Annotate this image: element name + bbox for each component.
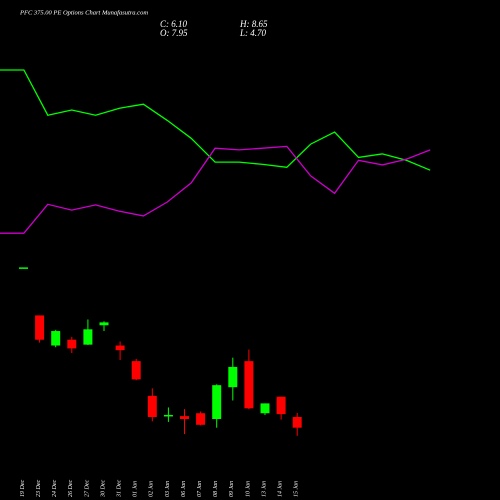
x-tick-label: 31 Dec bbox=[116, 480, 122, 498]
candle-body bbox=[292, 416, 302, 428]
candle-body bbox=[276, 396, 286, 415]
candle-body bbox=[228, 366, 238, 388]
x-tick-label: 06 Jan bbox=[181, 481, 187, 497]
x-tick-label: 13 Jan bbox=[261, 481, 267, 497]
candle-body bbox=[67, 339, 77, 349]
x-tick-label: 14 Jan bbox=[276, 481, 283, 497]
candle-body bbox=[147, 395, 157, 417]
x-tick-label: 01 Jan bbox=[133, 481, 139, 497]
candle-body bbox=[212, 385, 222, 420]
x-tick-label: 26 Dec bbox=[68, 480, 74, 497]
candle-body bbox=[131, 361, 141, 380]
candle-body bbox=[196, 413, 206, 425]
x-tick-label: 07 Jan bbox=[197, 481, 203, 497]
chart-title: PFC 375.00 PE Options Chart Munafasutra.… bbox=[19, 9, 148, 16]
x-tick-label: 27 Dec bbox=[84, 480, 90, 497]
close-label: C: 6.10 bbox=[160, 19, 188, 29]
x-tick-label: 03 Jan bbox=[165, 481, 171, 497]
x-tick-label: 10 Jan bbox=[245, 481, 251, 497]
candle-body bbox=[163, 414, 173, 417]
candle-body bbox=[260, 403, 270, 414]
high-label: H: 8.65 bbox=[239, 19, 268, 29]
candle-body bbox=[51, 331, 61, 346]
candle-body bbox=[35, 315, 45, 340]
x-tick-label: 23 Dec bbox=[36, 480, 42, 497]
x-tick-label: 24 Dec bbox=[51, 480, 58, 497]
x-tick-label: 19 Dec bbox=[20, 480, 26, 497]
low-label: L: 4.70 bbox=[239, 28, 267, 38]
x-tick-label: 30 Dec bbox=[100, 480, 106, 498]
candle-body bbox=[115, 345, 125, 351]
indicator-line bbox=[0, 145, 431, 234]
candle-body bbox=[180, 416, 189, 420]
x-tick-label: 15 Jan bbox=[294, 481, 300, 497]
candle-body bbox=[244, 361, 254, 409]
candle-body bbox=[83, 329, 93, 345]
x-tick-label: 08 Jan bbox=[213, 481, 219, 497]
x-tick-label: 09 Jan bbox=[229, 481, 235, 497]
candle-body bbox=[19, 267, 28, 269]
x-tick-label: 02 Jan bbox=[149, 481, 155, 497]
candle-body bbox=[99, 322, 109, 326]
indicator-line bbox=[0, 69, 431, 171]
open-label: O: 7.95 bbox=[160, 28, 188, 38]
